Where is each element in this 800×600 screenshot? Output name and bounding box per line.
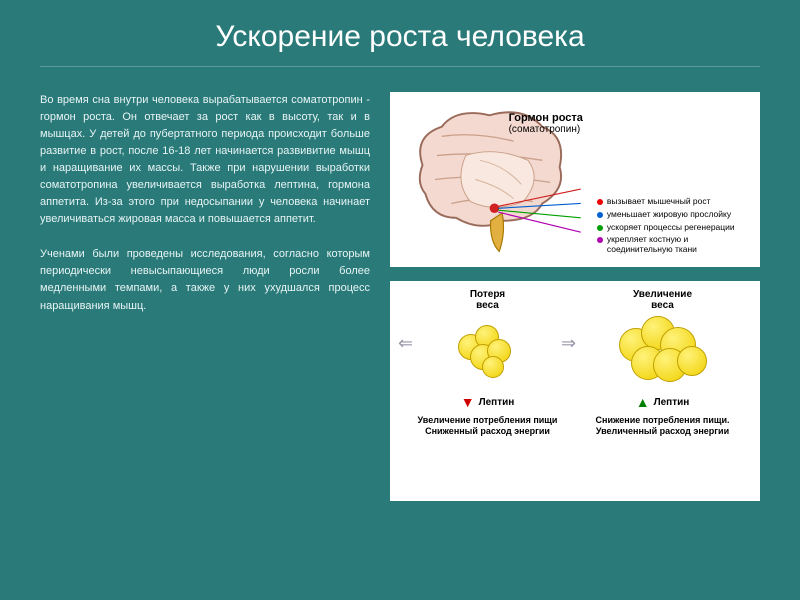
bullet-text: уменьшает жировую прослойку xyxy=(607,210,731,220)
leptin-panel: Потерявеса ⇐ Увеличениевеса ⇒ ▼ Леп xyxy=(390,281,760,501)
content-area: Во время сна внутри человека вырабатывае… xyxy=(40,92,760,501)
leptin-col-loss: Потерявеса ⇐ xyxy=(400,289,575,389)
paragraph-1: Во время сна внутри человека вырабатывае… xyxy=(40,92,370,228)
leptin-arrow-gain: ▲ Лептин Снижение потребления пищи. Увел… xyxy=(575,389,750,438)
paragraph-2: Ученами были проведены исследования, сог… xyxy=(40,246,370,314)
slide-title: Ускорение роста человека xyxy=(40,20,760,67)
brain-bullet-list: вызывает мышечный рост уменьшает жировую … xyxy=(593,98,754,261)
image-column: Гормон роста (соматотропин) вызывает мыш… xyxy=(390,92,760,501)
text-column: Во время сна внутри человека вырабатывае… xyxy=(40,92,370,501)
brain-bullet: вызывает мышечный рост xyxy=(597,197,754,207)
transition-arrow-right: ⇒ xyxy=(561,333,576,354)
arrow-down-icon: ▼ xyxy=(461,395,475,409)
bullet-text: ускоряет процессы регенерации xyxy=(607,223,735,233)
fat-cells-small xyxy=(443,315,533,385)
leptin-label-2: Лептин xyxy=(654,397,690,408)
leptin-caption-gain: Снижение потребления пищи. Увеличенный р… xyxy=(575,415,750,438)
leptin-header-gain: Увеличениевеса xyxy=(633,289,692,311)
leptin-arrow-row: ▼ Лептин Увеличение потребления пищиСниж… xyxy=(400,389,750,438)
leptin-col-gain: Увеличениевеса ⇒ xyxy=(575,289,750,389)
brain-title-line1: Гормон роста xyxy=(509,112,583,124)
brain-hormone-panel: Гормон роста (соматотропин) вызывает мыш… xyxy=(390,92,760,267)
leptin-header-loss: Потерявеса xyxy=(470,289,505,311)
bullet-dot-icon xyxy=(597,225,603,231)
bullet-dot-icon xyxy=(597,199,603,205)
slide: Ускорение роста человека Во время сна вн… xyxy=(0,0,800,600)
arrow-up-icon: ▲ xyxy=(636,395,650,409)
brain-title-line2: (соматотропин) xyxy=(509,124,583,135)
leptin-arrow-loss: ▼ Лептин Увеличение потребления пищиСниж… xyxy=(400,389,575,438)
brain-diagram-title: Гормон роста (соматотропин) xyxy=(509,112,583,135)
fat-cell xyxy=(482,356,504,378)
bullet-dot-icon xyxy=(597,212,603,218)
bullet-text: вызывает мышечный рост xyxy=(607,197,711,207)
leptin-cells-row: Потерявеса ⇐ Увеличениевеса ⇒ xyxy=(400,289,750,389)
fat-cell xyxy=(677,346,707,376)
brain-bullet: уменьшает жировую прослойку xyxy=(597,210,754,220)
brain-bullet: ускоряет процессы регенерации xyxy=(597,223,754,233)
brain-bullet: укрепляет костную и соединительную ткани xyxy=(597,235,754,255)
fat-cells-big xyxy=(618,315,708,385)
brain-illustration: Гормон роста (соматотропин) xyxy=(396,98,593,261)
bullet-dot-icon xyxy=(597,237,603,243)
leptin-label-1: Лептин xyxy=(479,397,515,408)
leptin-caption-loss: Увеличение потребления пищиСниженный рас… xyxy=(412,415,564,438)
transition-arrow-left: ⇐ xyxy=(398,333,413,354)
bullet-text: укрепляет костную и соединительную ткани xyxy=(607,235,754,255)
